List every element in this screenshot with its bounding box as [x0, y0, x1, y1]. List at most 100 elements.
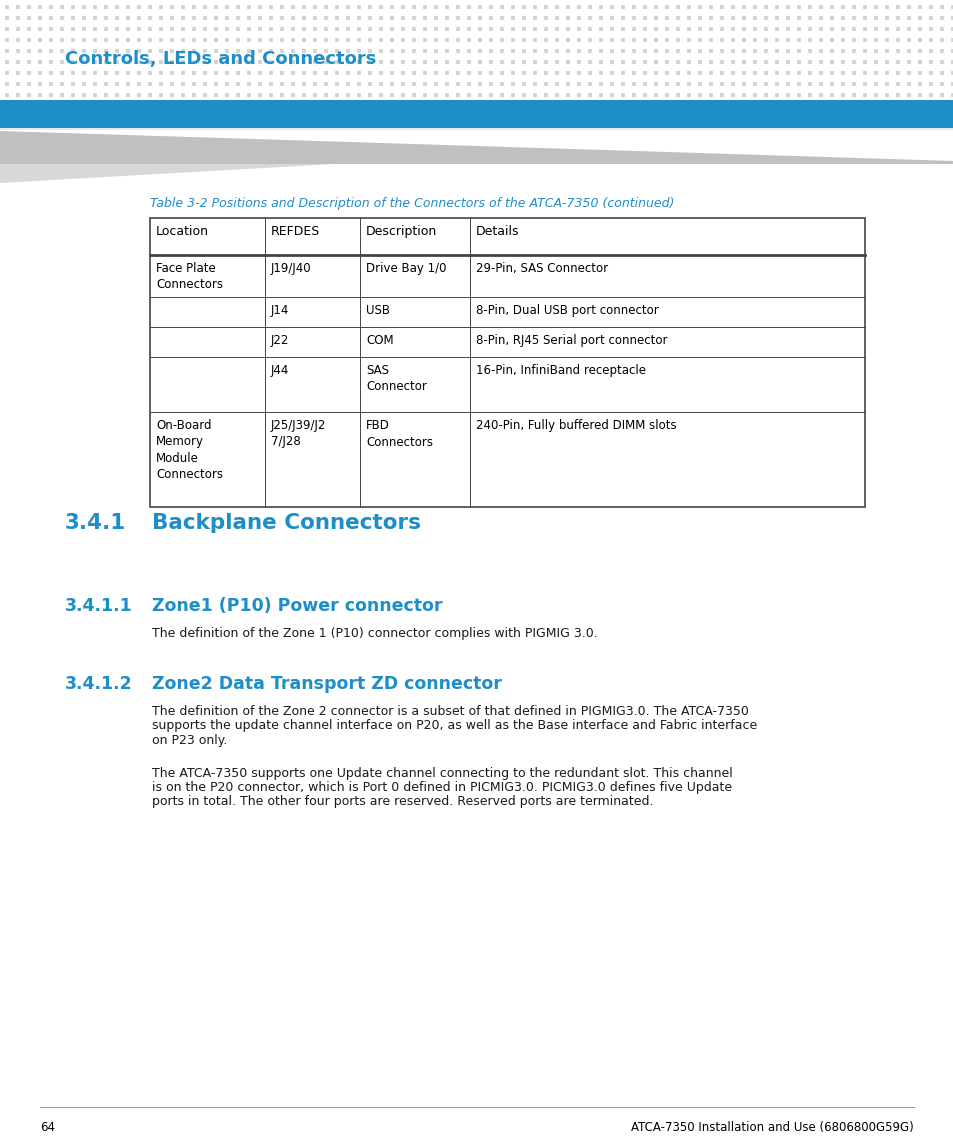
Bar: [631, 104, 636, 108]
Bar: [598, 104, 602, 108]
Bar: [489, 5, 493, 9]
Bar: [356, 60, 360, 64]
Bar: [412, 38, 416, 42]
Bar: [181, 27, 185, 31]
Bar: [752, 60, 757, 64]
Bar: [456, 60, 459, 64]
Bar: [291, 38, 294, 42]
Bar: [137, 71, 141, 76]
Bar: [654, 5, 658, 9]
Bar: [302, 82, 306, 86]
Bar: [511, 60, 515, 64]
Bar: [49, 27, 53, 31]
Bar: [631, 38, 636, 42]
Bar: [521, 5, 525, 9]
Bar: [444, 71, 449, 76]
Bar: [467, 49, 471, 53]
Bar: [906, 16, 910, 19]
Bar: [456, 49, 459, 53]
Bar: [104, 82, 108, 86]
Bar: [676, 82, 679, 86]
Bar: [335, 71, 338, 76]
Bar: [115, 38, 119, 42]
Bar: [917, 38, 921, 42]
Bar: [720, 60, 723, 64]
Bar: [521, 49, 525, 53]
Bar: [708, 5, 712, 9]
Bar: [642, 5, 646, 9]
Bar: [521, 93, 525, 97]
Bar: [60, 16, 64, 19]
Bar: [313, 49, 316, 53]
Bar: [774, 104, 779, 108]
Bar: [477, 93, 481, 97]
Bar: [92, 93, 97, 97]
Bar: [895, 82, 899, 86]
Bar: [213, 104, 218, 108]
Bar: [137, 82, 141, 86]
Bar: [895, 5, 899, 9]
Bar: [609, 82, 614, 86]
Bar: [434, 71, 437, 76]
Bar: [269, 27, 273, 31]
Bar: [917, 71, 921, 76]
Bar: [27, 82, 30, 86]
Bar: [302, 27, 306, 31]
Bar: [82, 49, 86, 53]
Bar: [533, 71, 537, 76]
Bar: [511, 5, 515, 9]
Bar: [422, 60, 427, 64]
Bar: [884, 38, 888, 42]
Bar: [170, 16, 173, 19]
Bar: [543, 38, 547, 42]
Bar: [49, 82, 53, 86]
Bar: [170, 104, 173, 108]
Bar: [841, 93, 844, 97]
Bar: [104, 104, 108, 108]
Bar: [434, 82, 437, 86]
Bar: [521, 38, 525, 42]
Bar: [698, 93, 701, 97]
Bar: [533, 27, 537, 31]
Bar: [92, 38, 97, 42]
Bar: [906, 38, 910, 42]
Bar: [686, 104, 690, 108]
Bar: [126, 104, 130, 108]
Bar: [620, 49, 624, 53]
Bar: [642, 104, 646, 108]
Bar: [533, 38, 537, 42]
Bar: [698, 49, 701, 53]
Bar: [720, 93, 723, 97]
Bar: [400, 38, 405, 42]
Bar: [950, 16, 953, 19]
Bar: [654, 27, 658, 31]
Bar: [280, 27, 284, 31]
Bar: [950, 71, 953, 76]
Bar: [456, 16, 459, 19]
Bar: [939, 38, 943, 42]
Bar: [92, 16, 97, 19]
Bar: [642, 71, 646, 76]
Bar: [829, 104, 833, 108]
Bar: [785, 93, 789, 97]
Bar: [400, 104, 405, 108]
Bar: [499, 16, 503, 19]
Bar: [785, 104, 789, 108]
Bar: [807, 82, 811, 86]
Bar: [577, 71, 580, 76]
Bar: [434, 93, 437, 97]
Bar: [928, 60, 932, 64]
Bar: [511, 82, 515, 86]
Bar: [676, 49, 679, 53]
Bar: [884, 60, 888, 64]
Bar: [841, 71, 844, 76]
Bar: [313, 104, 316, 108]
Bar: [884, 16, 888, 19]
Bar: [313, 60, 316, 64]
Bar: [302, 5, 306, 9]
Bar: [148, 60, 152, 64]
Bar: [203, 49, 207, 53]
Bar: [225, 5, 229, 9]
Text: USB: USB: [366, 305, 390, 317]
Bar: [708, 27, 712, 31]
